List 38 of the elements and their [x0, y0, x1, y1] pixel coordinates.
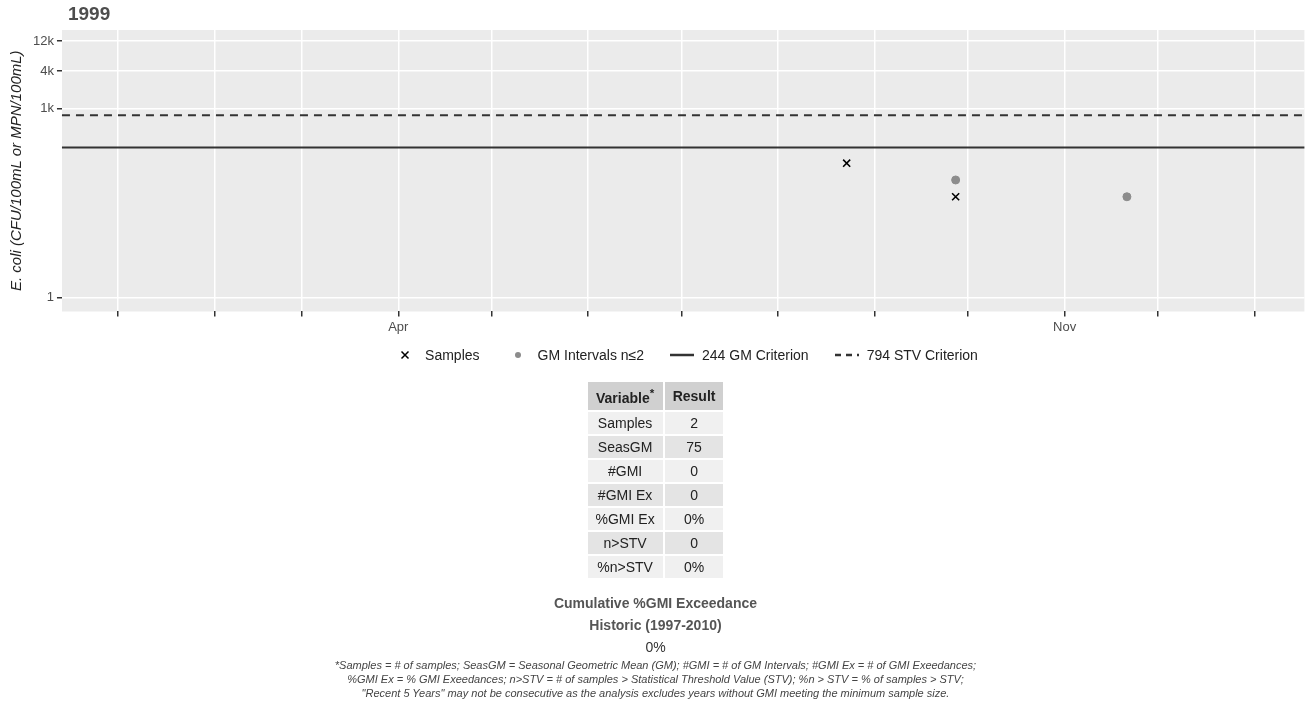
legend-label: GM Intervals n≤2: [537, 347, 645, 363]
text: Result: [664, 382, 724, 410]
y-tick-label: 4k: [40, 62, 55, 78]
text: 0: [664, 460, 724, 482]
text: "Recent 5 Years" may not be consecutive as the analysis excludes years without GMI meeting the minimum sample size.: [360, 686, 951, 700]
text: Historic (1997-2010): [588, 616, 723, 635]
chart-title: 1999: [67, 3, 111, 25]
x-tick-label: Apr: [388, 318, 410, 334]
point: [842, 158, 851, 168]
text: 2: [664, 412, 724, 434]
text: Variable$^{*}$: [587, 382, 663, 410]
text: #GMI: [587, 460, 663, 482]
text: Cumulative %GMI Exceedance: [552, 594, 759, 613]
text: 75: [664, 436, 724, 458]
text: 0%: [664, 508, 724, 530]
text: 0%: [644, 638, 667, 657]
text: n>STV: [587, 532, 663, 554]
text: %n>STV: [587, 556, 663, 578]
legend-label: 244 GM Criterion: [702, 347, 809, 363]
text: *Samples = # of samples; SeasGM = Seasonal Geometric Mean (GM); #GMI = # of GM Intervals; #GMI Ex = # of GMI Exeedances;: [333, 658, 978, 672]
text: %GMI Ex = % GMI Exeedances; n>STV = # of samples > Statistical Threshold Value (STV); %n > STV = % of samples > STV;: [346, 672, 965, 686]
legend-label: 794 STV Criterion: [866, 347, 978, 363]
x-tick-label: Nov: [1053, 318, 1077, 334]
legend-label: Samples: [425, 347, 480, 363]
y-tick-label: 1k: [40, 100, 55, 116]
text: #GMI Ex: [587, 484, 663, 506]
y-tick-label: 1: [46, 289, 54, 305]
text: %GMI Ex: [587, 508, 663, 530]
y-tick-label: 12k: [32, 32, 55, 48]
y-axis-title: E. coli (CFU/100mL or MPN/100mL): [7, 50, 25, 292]
text: Samples: [587, 412, 663, 434]
point: [951, 175, 961, 185]
text: 0%: [664, 556, 724, 578]
point: [1122, 192, 1132, 202]
point: [951, 192, 960, 202]
text: 0: [664, 532, 724, 554]
text: 0: [664, 484, 724, 506]
text: SeasGM: [587, 436, 663, 458]
